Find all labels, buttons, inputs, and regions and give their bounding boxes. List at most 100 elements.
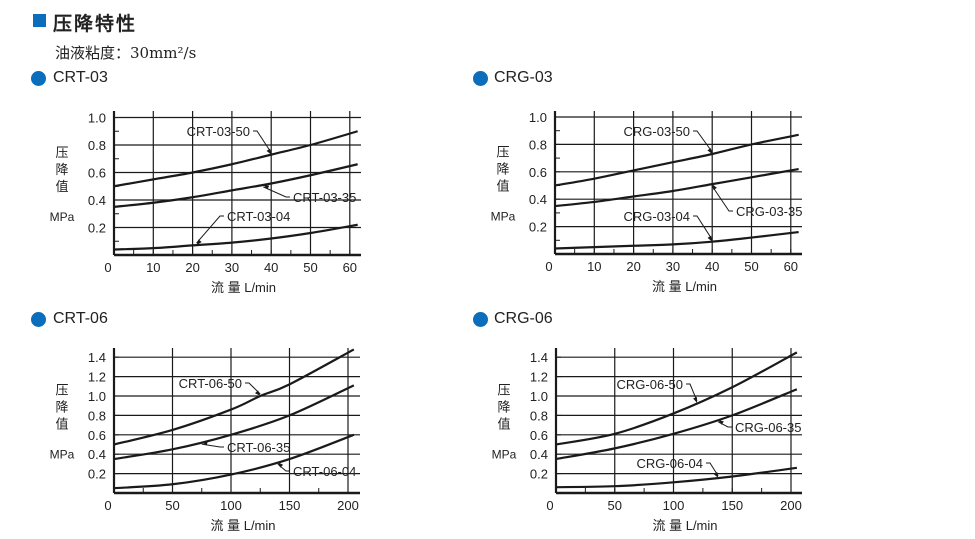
- y-tick-label: 1.0: [88, 111, 106, 126]
- series-line-crg-03-35: [554, 167, 799, 208]
- chart-crg-03: 0 10 20 30 40 50 60 0.2 0.4 0.6 0.8 1.0 压降值 MPa 流 量 L/…: [491, 110, 803, 294]
- leader-line: [686, 383, 698, 402]
- leader-line: [245, 382, 261, 395]
- y-axis-label: 压: [55, 145, 68, 160]
- x-tick-label: 30: [666, 259, 680, 274]
- leader-line: [253, 130, 272, 153]
- series-line-crt-06-35: [113, 384, 355, 461]
- x-tick-label: 10: [587, 259, 601, 274]
- series-line-crg-06-04: [555, 466, 798, 489]
- leader-line: [693, 130, 713, 153]
- chart-crt-06: 0 50 100 150 200 0.2 0.4 0.6 0.8 1.0 1.2 1.4 压降值 MPa 流…: [50, 348, 360, 533]
- arrowhead-icon: [277, 462, 284, 468]
- y-axis-label: 降: [497, 400, 510, 415]
- arrowhead-icon: [196, 239, 202, 246]
- arrowhead-icon: [718, 419, 724, 425]
- chart-crg-06: 0 50 100 150 200 0.2 0.4 0.6 0.8 1.0 1.2 1.4 压降值 MPa 流…: [492, 348, 802, 533]
- y-tick-label: 1.0: [530, 389, 548, 404]
- x-tick-label: 200: [780, 498, 802, 513]
- bullet-icon: [31, 312, 46, 327]
- series-label: CRG-03-04: [624, 209, 690, 224]
- y-axis-label: 降: [55, 400, 68, 415]
- section-title: 压降特性: [53, 13, 138, 35]
- x-tick-label: 200: [337, 498, 359, 513]
- series-line-crg-03-04: [554, 230, 799, 250]
- y-tick-label: 0.4: [88, 193, 106, 208]
- y-tick-label: 0.2: [530, 467, 548, 482]
- x-tick-label: 0: [104, 498, 111, 513]
- bullet-icon: [473, 71, 488, 86]
- x-tick-label: 50: [165, 498, 179, 513]
- x-tick-label: 20: [626, 259, 640, 274]
- series-label: CRG-03-50: [624, 124, 690, 139]
- series-line-crt-03-50: [113, 130, 358, 188]
- arrowhead-icon: [712, 184, 717, 190]
- series-label: CRG-06-50: [617, 377, 683, 392]
- series-label: CRT-06-35: [227, 440, 290, 455]
- y-tick-label: 0.4: [88, 447, 106, 462]
- series-line-crt-06-50: [113, 348, 355, 446]
- series-label: CRG-03-35: [736, 204, 802, 219]
- chart-title-crt-06: CRT-06: [53, 310, 108, 327]
- bullet-icon: [473, 312, 488, 327]
- y-tick-label: 0.6: [88, 428, 106, 443]
- x-axis-label: 流 量 L/min: [211, 280, 276, 295]
- y-tick-label: 1.4: [530, 350, 548, 365]
- x-tick-label: 40: [264, 260, 278, 275]
- arrowhead-icon: [266, 148, 272, 155]
- x-axis-label: 流 量 L/min: [652, 518, 717, 533]
- y-axis-label: 压: [497, 383, 510, 398]
- y-tick-label: 1.4: [88, 350, 106, 365]
- leader-line: [706, 462, 719, 477]
- y-tick-label: 0.8: [88, 138, 106, 153]
- arrowhead-icon: [713, 471, 719, 478]
- bullet-icon: [31, 71, 46, 86]
- section-marker-icon: [33, 14, 46, 27]
- x-tick-label: 100: [663, 498, 685, 513]
- x-tick-label: 0: [545, 259, 552, 274]
- chart-crt-03: 0 10 20 30 40 50 60 0.2 0.4 0.6 0.8 1.0 压降值 MPa 流 量 L/…: [50, 111, 361, 295]
- x-tick-label: 40: [705, 259, 719, 274]
- arrowhead-icon: [263, 184, 270, 190]
- y-axis-label: 值: [55, 417, 68, 432]
- x-tick-label: 50: [744, 259, 758, 274]
- series-label: CRT-06-50: [179, 376, 242, 391]
- series-line-crg-06-50: [555, 351, 798, 446]
- leader-line: [196, 215, 224, 244]
- chart-title-crg-06: CRG-06: [494, 310, 553, 327]
- y-tick-label: 0.8: [529, 137, 547, 152]
- arrowhead-icon: [201, 441, 208, 446]
- series-label: CRT-06-04: [293, 464, 356, 479]
- series-label: CRT-03-35: [293, 190, 356, 205]
- x-tick-label: 60: [784, 259, 798, 274]
- chart-title-crt-03: CRT-03: [53, 69, 108, 86]
- series-line-crg-03-50: [554, 133, 799, 187]
- x-tick-label: 0: [104, 260, 111, 275]
- y-axis-label: 值: [55, 179, 68, 194]
- y-tick-label: 1.0: [88, 389, 106, 404]
- x-tick-label: 30: [225, 260, 239, 275]
- arrowhead-icon: [693, 396, 697, 403]
- series-line-crt-06-04: [113, 433, 355, 490]
- y-axis-label: 值: [496, 179, 509, 194]
- y-tick-label: 0.2: [88, 467, 106, 482]
- y-axis-label: 压: [55, 383, 68, 398]
- y-axis-label: 降: [55, 162, 68, 177]
- x-tick-label: 150: [721, 498, 743, 513]
- arrowhead-icon: [255, 390, 261, 396]
- leader-line: [263, 186, 290, 198]
- y-tick-label: 0.6: [530, 428, 548, 443]
- series-line-crt-03-35: [113, 163, 358, 208]
- y-axis-label: MPa: [491, 210, 516, 224]
- viscosity-note: 油液粘度：30mm²/s: [55, 44, 197, 62]
- y-tick-label: 1.2: [530, 370, 548, 385]
- series-line-crt-03-04: [113, 223, 358, 251]
- series-label: CRG-06-04: [637, 456, 703, 471]
- x-tick-label: 50: [608, 498, 622, 513]
- y-tick-label: 0.2: [529, 220, 547, 235]
- y-axis-label: 压: [496, 145, 509, 160]
- arrowhead-icon: [707, 235, 713, 242]
- x-tick-label: 50: [303, 260, 317, 275]
- y-axis-label: MPa: [50, 210, 75, 224]
